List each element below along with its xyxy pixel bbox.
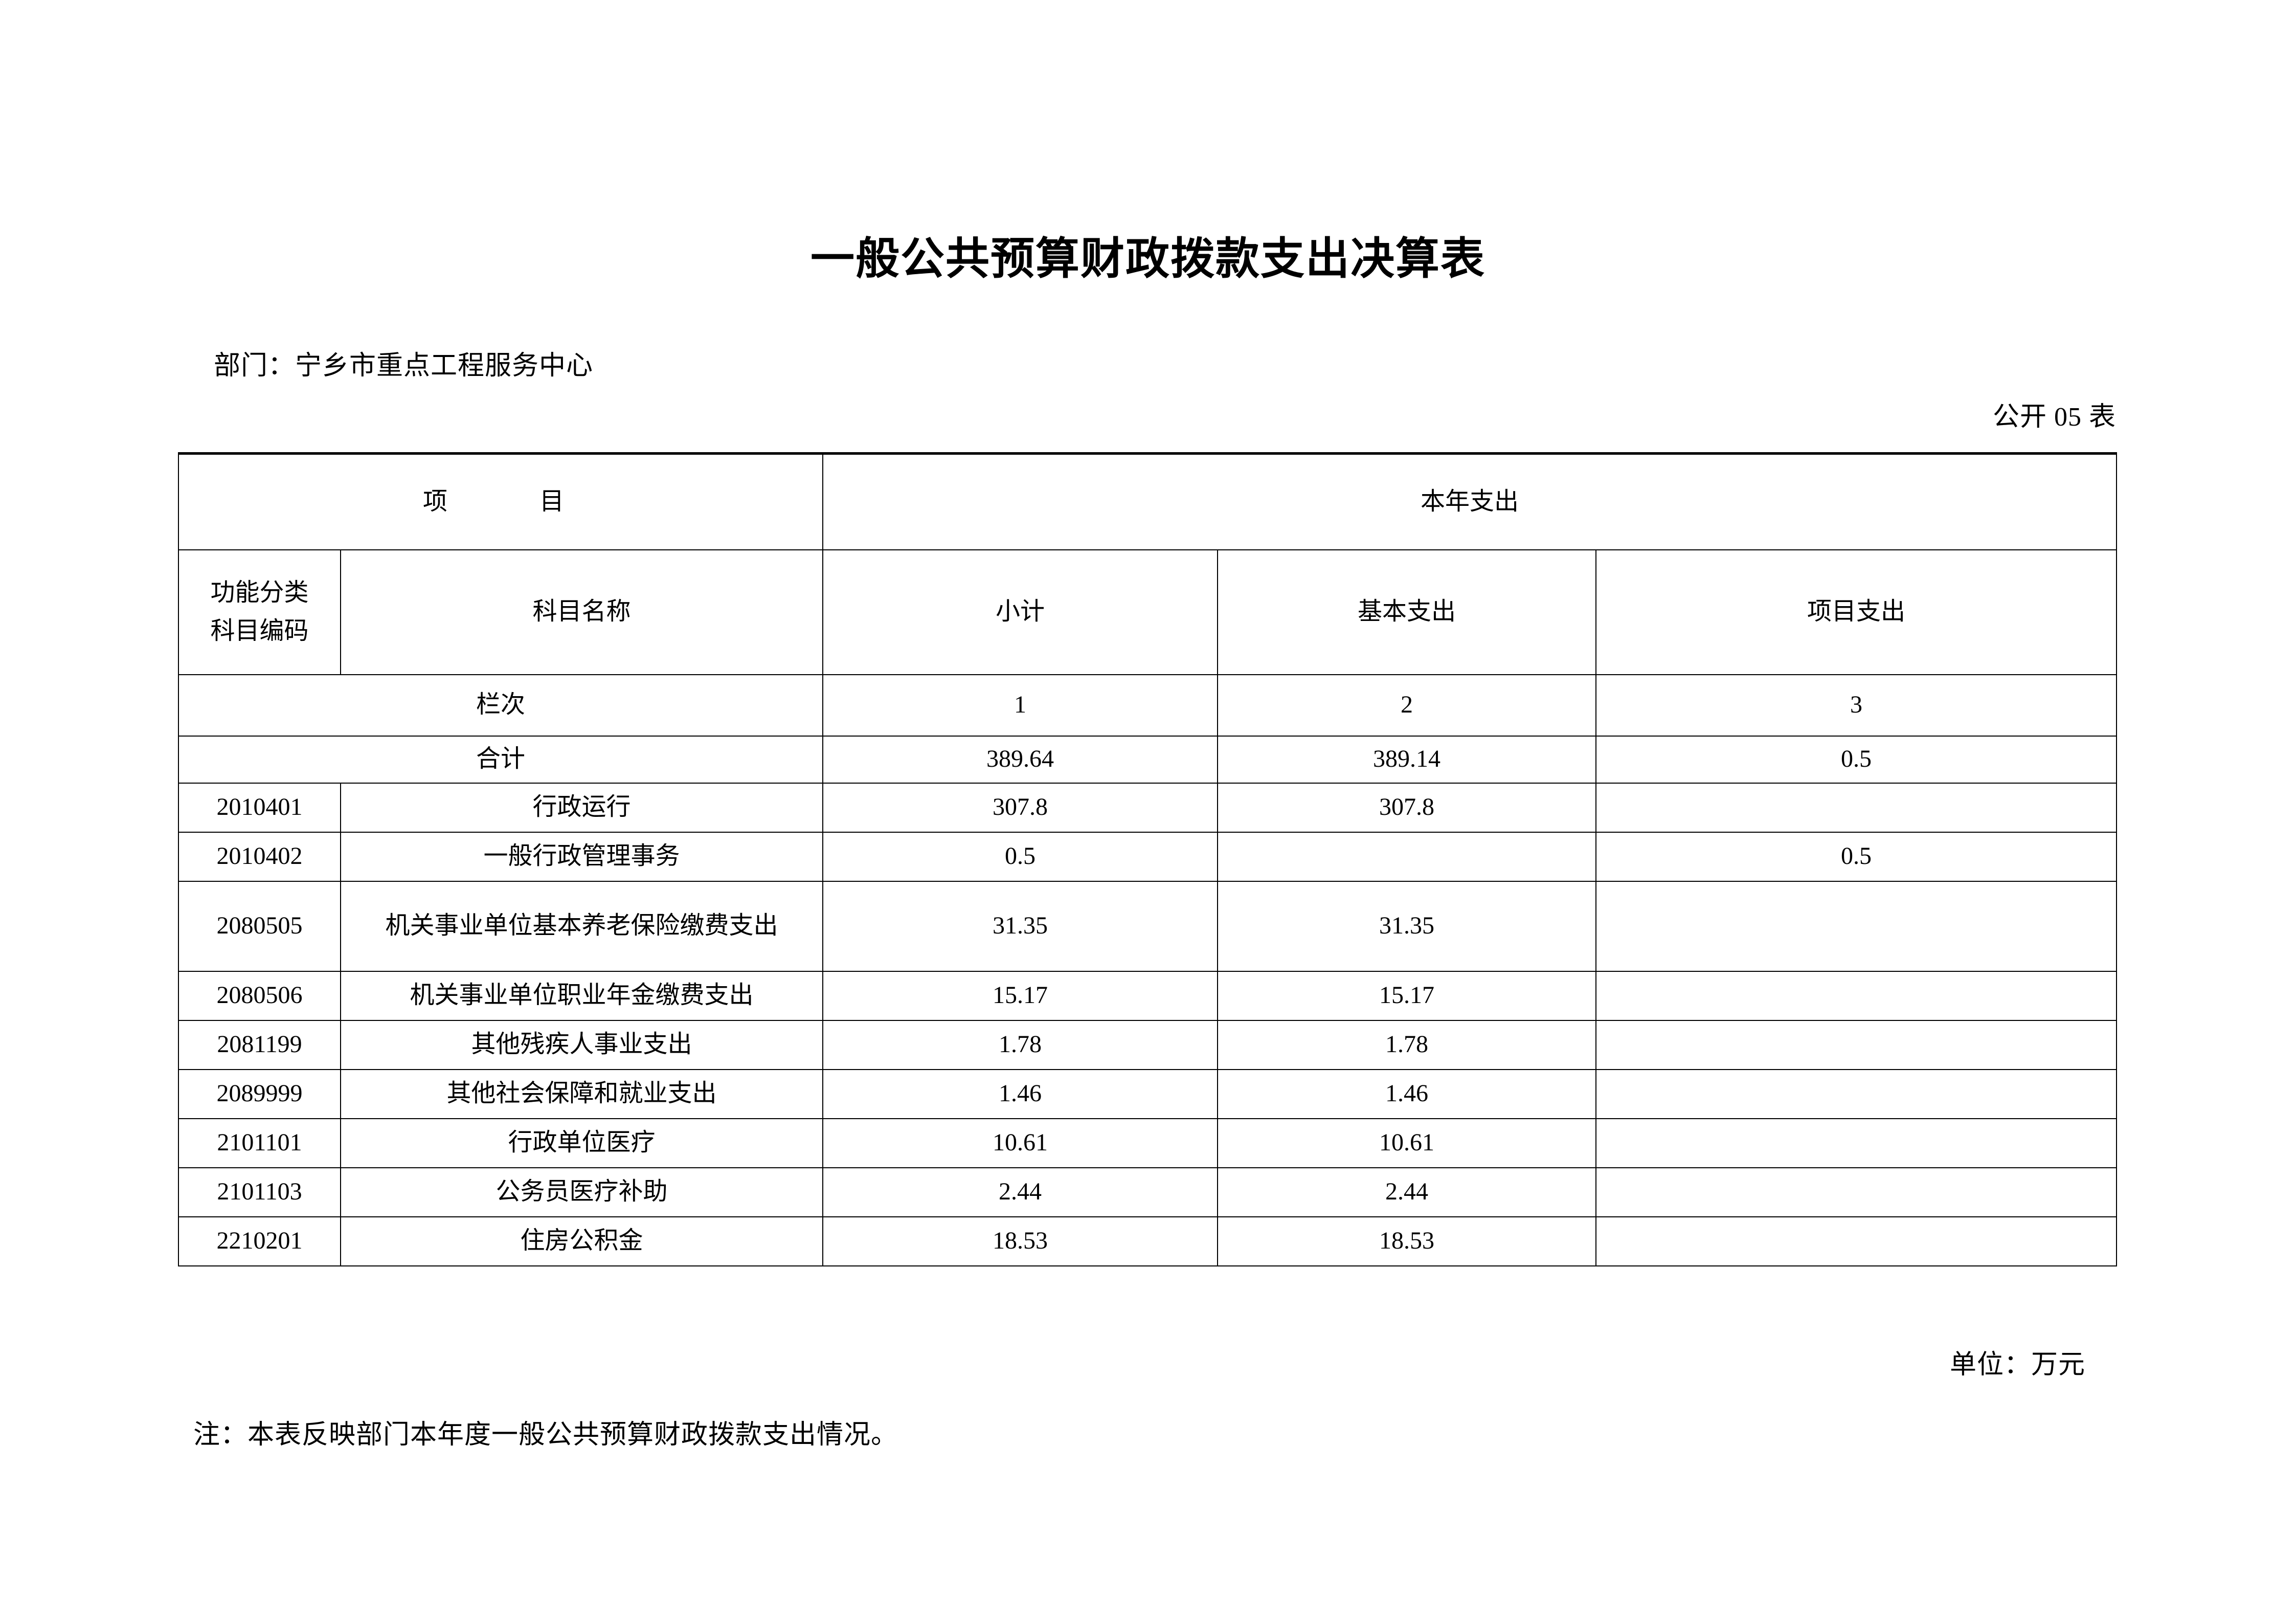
total-project: 0.5 xyxy=(1595,735,2118,784)
column-index-label: 栏次 xyxy=(177,674,824,737)
budget-table-container: 项 目 本年支出 功能分类 科目编码 科目名称 小计 基本支出 项目支出 xyxy=(177,452,2118,1266)
row-subtotal: 2.44 xyxy=(822,1167,1219,1217)
row-subtotal: 15.17 xyxy=(822,970,1219,1021)
header-subtotal: 小计 xyxy=(822,549,1219,675)
row-project xyxy=(1595,880,2118,972)
row-basic: 307.8 xyxy=(1217,782,1597,833)
row-project xyxy=(1595,970,2118,1021)
table-row: 2101101 行政单位医疗 10.61 10.61 xyxy=(178,1118,2118,1168)
row-name: 公务员医疗补助 xyxy=(340,1167,824,1217)
table-row: 2081199 其他残疾人事业支出 1.78 1.78 xyxy=(178,1019,2118,1070)
unit-note: 单位：万元 xyxy=(1949,1350,2085,1380)
row-code: 2010402 xyxy=(178,831,341,882)
row-project xyxy=(1595,1167,2118,1217)
total-basic: 389.14 xyxy=(1217,735,1597,784)
sheet-number-label: 公开 05 表 xyxy=(1992,403,2116,432)
row-name: 行政运行 xyxy=(340,782,824,833)
row-code: 2080505 xyxy=(178,880,341,972)
table-group-header-row: 项 目 本年支出 xyxy=(177,452,2118,550)
row-code: 2080506 xyxy=(178,970,341,1021)
footer-note: 注：本表反映部门本年度一般公共预算财政拨款支出情况。 xyxy=(193,1420,898,1450)
row-project: 0.5 xyxy=(1595,831,2118,882)
row-project xyxy=(1595,782,2118,833)
row-name: 其他社会保障和就业支出 xyxy=(340,1069,824,1119)
budget-table: 项 目 本年支出 功能分类 科目编码 科目名称 小计 基本支出 项目支出 xyxy=(177,452,2118,1266)
row-basic: 31.35 xyxy=(1217,880,1597,972)
header-project-expense: 项目支出 xyxy=(1595,549,2118,675)
row-subtotal: 18.53 xyxy=(822,1216,1219,1266)
header-subject-name: 科目名称 xyxy=(340,549,824,675)
table-row: 2101103 公务员医疗补助 2.44 2.44 xyxy=(178,1167,2118,1217)
row-subtotal: 31.35 xyxy=(822,880,1219,972)
row-basic: 2.44 xyxy=(1217,1167,1597,1217)
table-row: 2080505 机关事业单位基本养老保险缴费支出 31.35 31.35 xyxy=(178,880,2118,972)
row-basic: 1.78 xyxy=(1217,1019,1597,1070)
row-code: 2101101 xyxy=(178,1118,341,1168)
table-row: 2089999 其他社会保障和就业支出 1.46 1.46 xyxy=(178,1069,2118,1119)
row-subtotal: 0.5 xyxy=(822,831,1219,882)
row-subtotal: 307.8 xyxy=(822,782,1219,833)
row-code: 2089999 xyxy=(178,1069,341,1119)
column-index-1: 1 xyxy=(822,674,1219,737)
table-row: 2080506 机关事业单位职业年金缴费支出 15.17 15.17 xyxy=(178,970,2118,1021)
header-year-expense-group: 本年支出 xyxy=(822,452,2118,550)
row-basic: 15.17 xyxy=(1217,970,1597,1021)
row-name: 机关事业单位基本养老保险缴费支出 xyxy=(340,880,824,972)
row-basic: 1.46 xyxy=(1217,1069,1597,1119)
table-row: 2210201 住房公积金 18.53 18.53 xyxy=(178,1216,2118,1266)
row-code: 2010401 xyxy=(178,782,341,833)
row-name: 机关事业单位职业年金缴费支出 xyxy=(340,970,824,1021)
total-subtotal: 389.64 xyxy=(822,735,1219,784)
table-row: 2010402 一般行政管理事务 0.5 0.5 xyxy=(178,831,2118,882)
row-project xyxy=(1595,1019,2118,1070)
total-label: 合计 xyxy=(177,735,824,784)
row-code: 2210201 xyxy=(178,1216,341,1266)
header-function-code: 功能分类 科目编码 xyxy=(178,549,341,675)
row-basic: 18.53 xyxy=(1217,1216,1597,1266)
department-line: 部门：宁乡市重点工程服务中心 xyxy=(214,351,594,381)
page-title: 一般公共预算财政拨款支出决算表 xyxy=(811,234,1485,283)
row-project xyxy=(1595,1216,2118,1266)
row-basic: 10.61 xyxy=(1217,1118,1597,1168)
row-code: 2081199 xyxy=(178,1019,341,1070)
table-row: 2010401 行政运行 307.8 307.8 xyxy=(178,782,2118,833)
row-name: 住房公积金 xyxy=(340,1216,824,1266)
row-subtotal: 1.46 xyxy=(822,1069,1219,1119)
header-item-group: 项 目 xyxy=(177,452,824,550)
row-basic xyxy=(1217,831,1597,882)
header-basic-expense: 基本支出 xyxy=(1217,549,1597,675)
row-name: 行政单位医疗 xyxy=(340,1118,824,1168)
row-project xyxy=(1595,1118,2118,1168)
row-name: 其他残疾人事业支出 xyxy=(340,1019,824,1070)
column-index-2: 2 xyxy=(1217,674,1597,737)
header-function-code-line2: 科目编码 xyxy=(210,617,309,644)
row-code: 2101103 xyxy=(178,1167,341,1217)
table-column-index-row: 栏次 1 2 3 xyxy=(177,674,2118,737)
table-total-row: 合计 389.64 389.14 0.5 xyxy=(177,735,2118,784)
row-name: 一般行政管理事务 xyxy=(340,831,824,882)
row-subtotal: 10.61 xyxy=(822,1118,1219,1168)
row-project xyxy=(1595,1069,2118,1119)
table-column-header-row: 功能分类 科目编码 科目名称 小计 基本支出 项目支出 xyxy=(178,549,2118,675)
row-subtotal: 1.78 xyxy=(822,1019,1219,1070)
header-function-code-line1: 功能分类 xyxy=(210,579,309,607)
column-index-3: 3 xyxy=(1595,674,2118,737)
